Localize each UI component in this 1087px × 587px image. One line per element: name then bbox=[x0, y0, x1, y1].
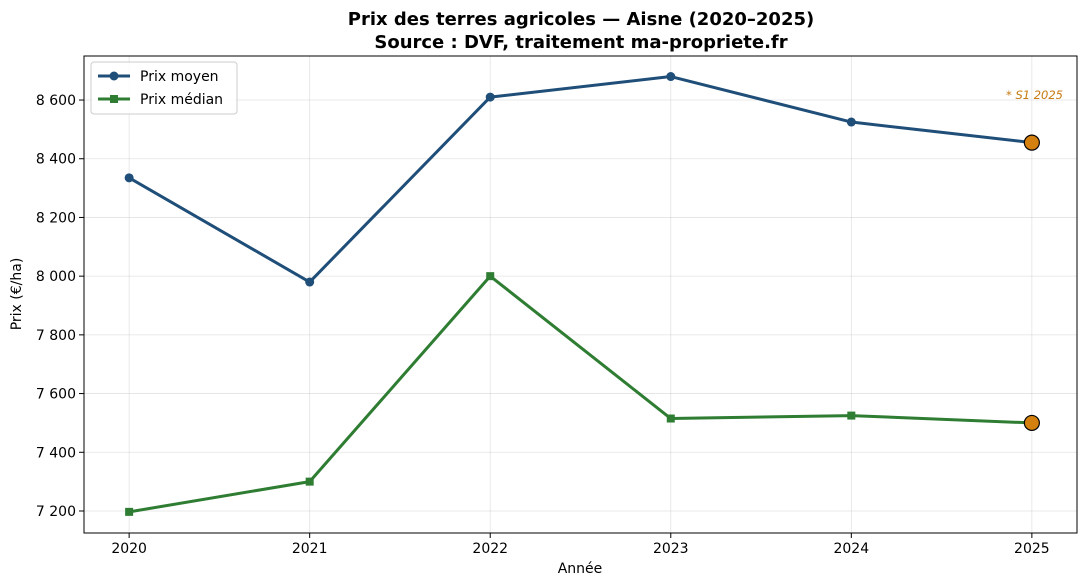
legend: Prix moyen Prix médian bbox=[90, 61, 238, 115]
plot-area bbox=[83, 55, 1078, 534]
y-tick-label-7600: 7 600 bbox=[36, 387, 76, 403]
x-axis: 2020 2021 2022 2023 2024 2025 bbox=[111, 533, 1050, 557]
x-tick-label-2025: 2025 bbox=[1014, 541, 1050, 557]
y-axis: 7 200 7 400 7 600 7 800 8 000 8 200 8 400 8 600 bbox=[36, 93, 84, 520]
legend-marker-prix-moyen bbox=[109, 71, 119, 81]
chart-subtitle: Source : DVF, traitement ma-propriete.fr bbox=[374, 32, 787, 53]
series-line-1 bbox=[128, 274, 1032, 514]
data-point-1-2022 bbox=[486, 272, 495, 281]
x-axis-label: Année bbox=[558, 561, 603, 577]
legend-label-prix-moyen: Prix moyen bbox=[140, 69, 219, 85]
data-point-0-2021 bbox=[305, 277, 315, 287]
legend-label-prix-median: Prix médian bbox=[140, 92, 223, 108]
y-tick-label-8200: 8 200 bbox=[36, 210, 76, 226]
y-tick-label-7800: 7 800 bbox=[36, 328, 76, 344]
y-tick-label-8000: 8 000 bbox=[36, 269, 76, 285]
data-point-1-2023 bbox=[666, 414, 675, 423]
chart-title: Prix des terres agricoles — Aisne (2020–… bbox=[348, 9, 814, 30]
data-point-0-2020 bbox=[124, 173, 134, 183]
series-group bbox=[124, 72, 1040, 516]
data-point-0-2024 bbox=[846, 117, 856, 127]
x-tick-label-2022: 2022 bbox=[472, 541, 508, 557]
y-tick-label-7400: 7 400 bbox=[36, 445, 76, 461]
data-point-0-2022 bbox=[485, 92, 495, 102]
highlight-point-0-2025 bbox=[1023, 134, 1040, 151]
annotation-s1-2025: * S1 2025 bbox=[1006, 88, 1063, 102]
y-tick-label-8400: 8 400 bbox=[36, 152, 76, 168]
legend-marker-prix-median bbox=[110, 95, 118, 103]
data-point-1-2020 bbox=[125, 507, 134, 516]
y-tick-label-8600: 8 600 bbox=[36, 93, 76, 109]
x-tick-label-2021: 2021 bbox=[292, 541, 328, 557]
data-point-0-2023 bbox=[666, 72, 676, 82]
y-axis-label: Prix (€/ha) bbox=[9, 258, 25, 331]
grid bbox=[84, 56, 1077, 533]
data-point-1-2021 bbox=[305, 477, 314, 486]
x-tick-label-2023: 2023 bbox=[653, 541, 689, 557]
x-tick-label-2020: 2020 bbox=[111, 541, 147, 557]
x-tick-label-2024: 2024 bbox=[833, 541, 869, 557]
data-point-1-2024 bbox=[847, 411, 856, 420]
highlight-point-1-2025 bbox=[1023, 414, 1040, 432]
series-line-0 bbox=[128, 75, 1033, 284]
y-tick-label-7200: 7 200 bbox=[36, 504, 76, 520]
